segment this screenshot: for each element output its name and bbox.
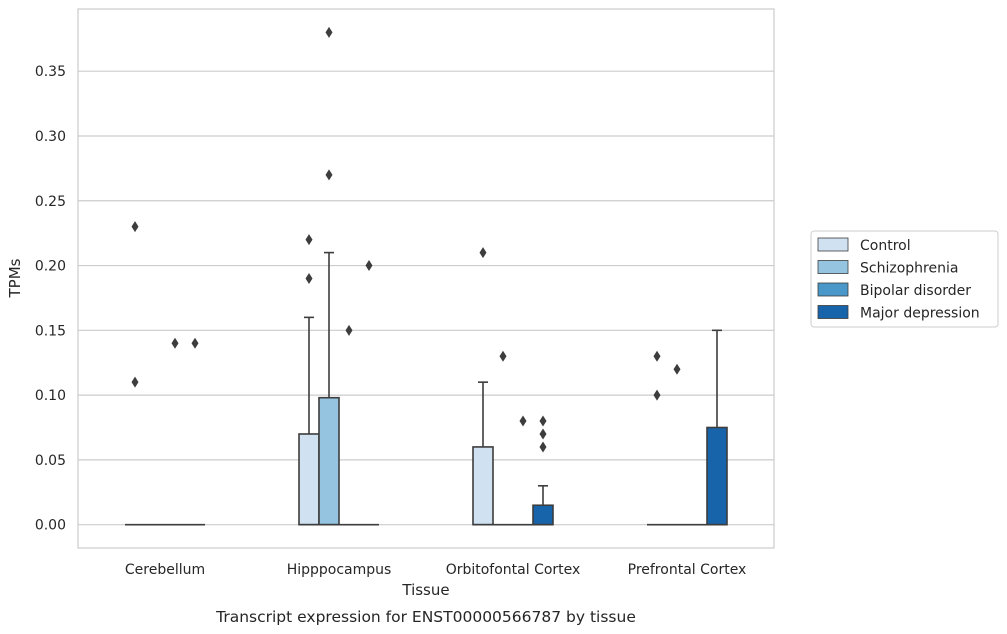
outlier-point [653,350,661,362]
outlier-point [539,441,547,453]
outlier-point [345,324,353,336]
x-tick-label: Orbitofontal Cortex [446,562,581,578]
box-body [706,426,728,526]
box-body [472,446,494,526]
y-tick-label: 0.05 [35,453,66,469]
outlier-point [539,415,547,427]
legend-swatch [817,237,849,252]
box-body [298,433,320,526]
boxes [125,26,728,526]
box-body [532,504,554,526]
legend-swatch [817,305,849,319]
box-2-2 [513,415,533,526]
outlier-point [131,221,139,233]
box-2-0 [472,247,494,526]
outlier-point [653,389,661,401]
box-1-3 [359,260,379,526]
box-1-2 [339,324,359,526]
y-tick-label: 0.25 [35,194,66,210]
legend-swatch [817,282,849,297]
box-1-0 [298,234,320,526]
y-tick-label: 0.15 [35,323,66,339]
y-tick-label: 0.30 [35,129,66,145]
legend-label: Major depression [860,306,980,322]
legend-label: Bipolar disorder [860,283,971,299]
y-tick-label: 0.20 [35,259,66,275]
box-0-0 [125,221,145,526]
y-tick-label: 0.00 [35,518,66,534]
outlier-point [673,363,681,375]
x-axis-title: Tissue [401,581,449,599]
box-3-0 [647,350,667,526]
box-2-1 [493,350,513,526]
x-axis-ticks: Cerebellum Hipppocampus Orbitofontal Corte… [125,562,746,578]
outlier-point [191,337,199,349]
legend-label: Schizophrenia [860,261,958,277]
outlier-point [131,376,139,388]
plot-area-frame [77,8,775,549]
x-tick-label: Cerebellum [125,562,205,578]
box-0-2 [165,337,185,526]
outlier-point [325,169,333,181]
box-3-1 [667,363,687,526]
y-tick-label: 0.10 [35,388,66,404]
legend-frame [810,230,999,328]
legend-swatch [817,260,849,274]
outlier-point [325,26,333,38]
x-tick-label: Hipppocampus [287,562,392,578]
y-axis-ticks: 0.00 0.05 0.10 0.15 0.20 0.25 0.30 0.35 [35,64,66,533]
outlier-point [479,247,487,259]
outlier-point [305,234,313,246]
outlier-point [305,273,313,284]
box-2-3 [532,415,554,526]
outlier-point [519,415,527,427]
y-axis-title: TPMs [6,258,24,298]
outlier-point [499,350,507,362]
y-tick-label: 0.35 [35,64,66,80]
outlier-point [365,260,373,272]
box-3-3 [706,329,728,526]
gridlines [78,70,774,526]
outlier-point [171,337,179,349]
chart-caption: Transcript expression for ENST0000056678… [215,608,636,626]
x-tick-label: Prefrontal Cortex [628,562,747,578]
legend: Control Schizophrenia Bipolar disorder Majo… [810,230,999,328]
box-body [318,396,340,526]
box-0-3 [185,337,205,526]
legend-label: Control [860,238,911,254]
outlier-point [539,428,547,440]
box-1-1 [318,26,340,526]
